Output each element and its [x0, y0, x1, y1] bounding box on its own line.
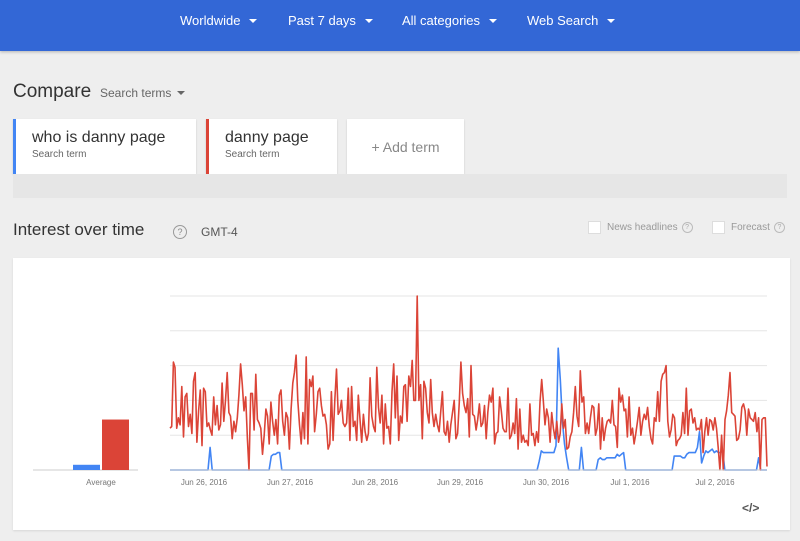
term-sublabel: Search term [32, 149, 87, 160]
chevron-down-icon [249, 18, 258, 23]
category-filter[interactable]: All categories [402, 13, 498, 28]
interest-over-time-title: Interest over time [13, 220, 145, 239]
term-card-danny-page[interactable]: danny page Search term [206, 119, 337, 174]
search-terms-dropdown[interactable]: Search terms [100, 86, 186, 100]
location-filter[interactable]: Worldwide [180, 13, 258, 28]
chevron-down-icon [177, 91, 186, 95]
search-terms-dropdown-label: Search terms [100, 86, 172, 100]
chevron-down-icon [489, 18, 498, 23]
embed-code-icon[interactable]: </> [742, 501, 760, 515]
forecast-label: Forecast [731, 222, 770, 233]
x-tick-label: Jun 29, 2016 [437, 478, 484, 487]
help-icon[interactable]: ? [773, 222, 785, 233]
news-headlines-checkbox[interactable] [588, 221, 601, 234]
series-line [169, 295, 768, 471]
compare-title: Compare [13, 81, 92, 102]
news-headlines-label: News headlines [607, 222, 678, 233]
add-term-button[interactable]: + Add term [347, 119, 464, 174]
x-tick-label: Jun 26, 2016 [181, 478, 228, 487]
time-range-filter-label: Past 7 days [288, 13, 356, 28]
help-icon[interactable]: ? [173, 225, 187, 239]
search-type-filter[interactable]: Web Search [527, 13, 616, 28]
average-bar [102, 419, 129, 470]
average-bar [73, 464, 100, 470]
category-filter-label: All categories [402, 13, 481, 28]
term-sublabel: Search term [225, 149, 280, 160]
time-range-filter[interactable]: Past 7 days [288, 13, 373, 28]
timezone-label: GMT-4 [201, 225, 238, 239]
term-label: who is danny page [32, 129, 166, 146]
forecast-checkbox[interactable] [712, 221, 725, 234]
chevron-down-icon [607, 18, 616, 23]
interest-over-time-chart[interactable]: Average Jun 26, 2016 Jun 27, 2016 Jun 28, 2… [13, 258, 790, 530]
average-label: Average [86, 478, 116, 487]
x-tick-label: Jul 2, 2016 [695, 478, 735, 487]
interest-chart-card: Average Jun 26, 2016 Jun 27, 2016 Jun 28, 2… [13, 258, 790, 530]
x-tick-label: Jul 1, 2016 [610, 478, 650, 487]
forecast-toggle[interactable]: Forecast ? [712, 221, 785, 234]
location-filter-label: Worldwide [180, 13, 241, 28]
top-filter-bar: Worldwide Past 7 days All categories Web… [0, 0, 800, 51]
term-label: danny page [225, 129, 309, 146]
help-icon[interactable]: ? [681, 222, 693, 233]
term-card-who-is-danny-page[interactable]: who is danny page Search term [13, 119, 196, 174]
x-tick-label: Jun 28, 2016 [352, 478, 399, 487]
chevron-down-icon [364, 18, 373, 23]
x-tick-label: Jun 30, 2016 [523, 478, 570, 487]
news-headlines-toggle[interactable]: News headlines ? [588, 221, 693, 234]
section-divider [13, 174, 787, 198]
search-type-filter-label: Web Search [527, 13, 599, 28]
x-tick-label: Jun 27, 2016 [267, 478, 314, 487]
